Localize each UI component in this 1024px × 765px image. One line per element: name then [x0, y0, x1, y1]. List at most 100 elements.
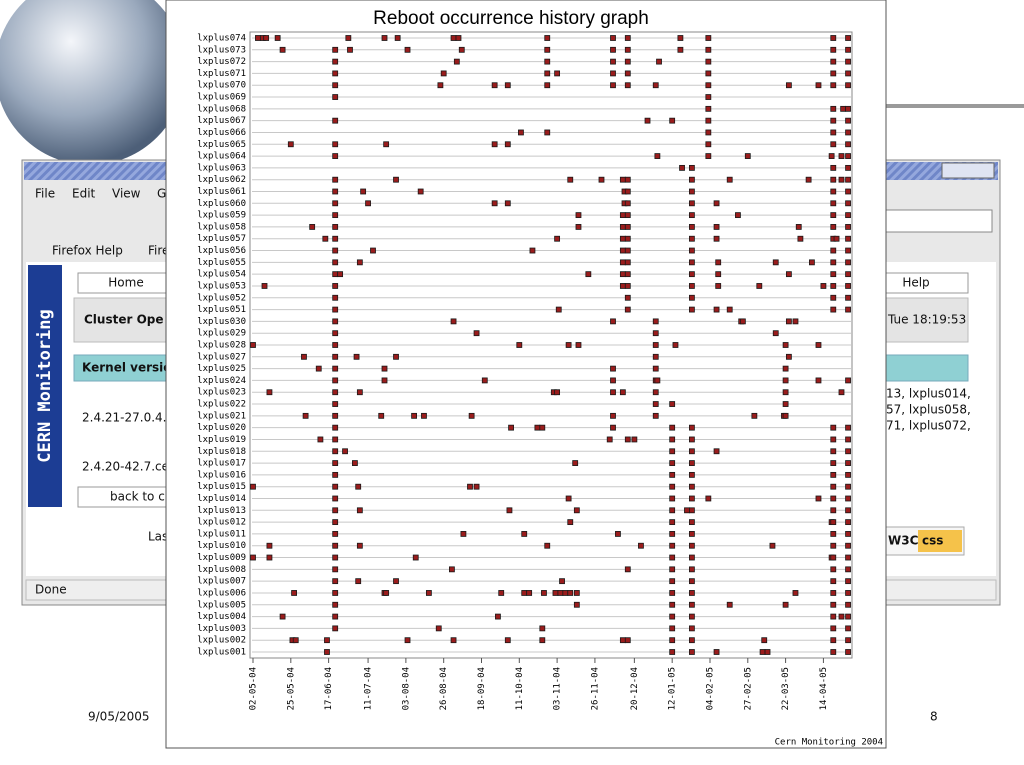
reboot-event: [610, 318, 616, 325]
reboot-event: [619, 259, 626, 266]
reboot-event: [689, 483, 695, 490]
reboot-event: [332, 436, 339, 443]
reboot-event: [266, 542, 273, 549]
reboot-event: [332, 401, 339, 407]
bookmark[interactable]: Fire: [148, 244, 169, 258]
kernel: 2.4.21-27.0.4.ELs: [82, 411, 187, 425]
reboot-event: [624, 637, 631, 644]
y-tick-label: lxplus051: [197, 305, 246, 315]
reboot-event: [504, 141, 511, 148]
reboot-event: [544, 58, 551, 65]
slide-date: 9/05/2005: [88, 710, 150, 724]
reboot-event: [684, 507, 690, 514]
reboot-event: [624, 259, 631, 266]
reboot-event: [785, 82, 792, 89]
reboot-event: [652, 412, 659, 419]
reboot-event: [261, 283, 268, 289]
reboot-event: [332, 531, 339, 537]
menu-item[interactable]: G: [157, 187, 166, 201]
y-tick-label: lxplus070: [197, 81, 246, 91]
host-link[interactable]: 13, lxplus014,: [886, 387, 971, 401]
reboot-event: [830, 164, 837, 171]
reboot-event: [250, 554, 256, 561]
bookmark[interactable]: Firefox Help: [52, 244, 123, 258]
reboot-event: [669, 531, 676, 537]
y-tick-label: lxplus074: [197, 34, 246, 44]
reboot-event: [830, 200, 837, 207]
host-link[interactable]: 57, lxplus058,: [886, 403, 971, 417]
y-tick-label: lxplus017: [197, 459, 246, 469]
reboot-event: [830, 141, 837, 148]
nav-label[interactable]: Home: [108, 276, 143, 290]
reboot-event: [631, 436, 638, 443]
menu-item[interactable]: View: [112, 187, 141, 201]
reboot-event: [332, 377, 339, 384]
reboot-event: [638, 542, 644, 549]
y-tick-label: lxplus054: [197, 270, 246, 280]
y-tick-label: lxplus030: [197, 317, 246, 327]
reboot-event: [393, 353, 399, 360]
reboot-event: [744, 153, 751, 159]
sidebar: [28, 265, 62, 507]
reboot-event: [830, 271, 837, 278]
reboot-event: [830, 117, 837, 124]
reboot-event: [830, 613, 837, 620]
y-tick-label: lxplus066: [197, 128, 246, 138]
reboot-event: [845, 436, 851, 443]
reboot-event: [840, 105, 847, 112]
reboot-event: [541, 590, 547, 596]
reboot-event: [610, 46, 616, 53]
reboot-event: [845, 259, 851, 266]
reboot-event: [845, 483, 851, 490]
badge-text[interactable]: W3C: [888, 534, 919, 548]
reboot-event: [279, 46, 286, 53]
reboot-event: [332, 259, 339, 266]
reboot-event: [332, 271, 339, 278]
y-tick-label: lxplus053: [197, 281, 246, 291]
x-tick-label: 22-03-05: [781, 667, 791, 710]
x-tick-label: 18-09-04: [477, 667, 487, 710]
reboot-event: [539, 637, 546, 644]
reboot-event: [624, 247, 631, 254]
reboot-event: [689, 424, 695, 431]
reboot-event: [705, 35, 712, 41]
reboot-event: [450, 35, 457, 41]
reboot-event: [689, 542, 695, 549]
reboot-event: [544, 46, 551, 53]
reboot-event: [449, 566, 455, 573]
reboot-event: [830, 471, 837, 478]
y-tick-label: lxplus004: [197, 612, 246, 622]
nav-label[interactable]: Help: [902, 276, 929, 290]
url-bar[interactable]: [885, 209, 993, 233]
x-tick-label: 11-07-04: [364, 667, 374, 710]
reboot-event: [830, 105, 837, 112]
reboot-event: [830, 542, 837, 549]
back-label[interactable]: back to clus: [110, 490, 182, 504]
reboot-event: [302, 412, 309, 419]
reboot-event: [689, 176, 695, 183]
reboot-event: [689, 590, 695, 596]
reboot-event: [317, 436, 324, 443]
reboot-event: [332, 519, 339, 526]
reboot-event: [491, 82, 498, 89]
y-tick-label: lxplus068: [197, 104, 246, 114]
reboot-event: [845, 460, 851, 466]
reboot-event: [539, 424, 546, 431]
reboot-event: [506, 507, 513, 514]
reboot-event: [726, 601, 733, 608]
menu-item[interactable]: File: [35, 187, 55, 201]
reboot-event: [332, 306, 339, 313]
reboot-event: [652, 389, 659, 396]
reboot-event: [705, 82, 712, 89]
menu-item[interactable]: Edit: [72, 187, 96, 201]
reboot-event: [455, 35, 462, 41]
reboot-event: [726, 306, 733, 313]
reboot-event: [654, 153, 661, 159]
y-tick-label: lxplus057: [197, 234, 246, 244]
reboot-event: [404, 637, 411, 644]
reboot-event: [830, 224, 837, 230]
reboot-event: [689, 259, 695, 266]
badge-text[interactable]: css: [922, 534, 943, 548]
host-link[interactable]: 71, lxplus072,: [886, 419, 971, 433]
window-buttons[interactable]: [941, 162, 995, 179]
